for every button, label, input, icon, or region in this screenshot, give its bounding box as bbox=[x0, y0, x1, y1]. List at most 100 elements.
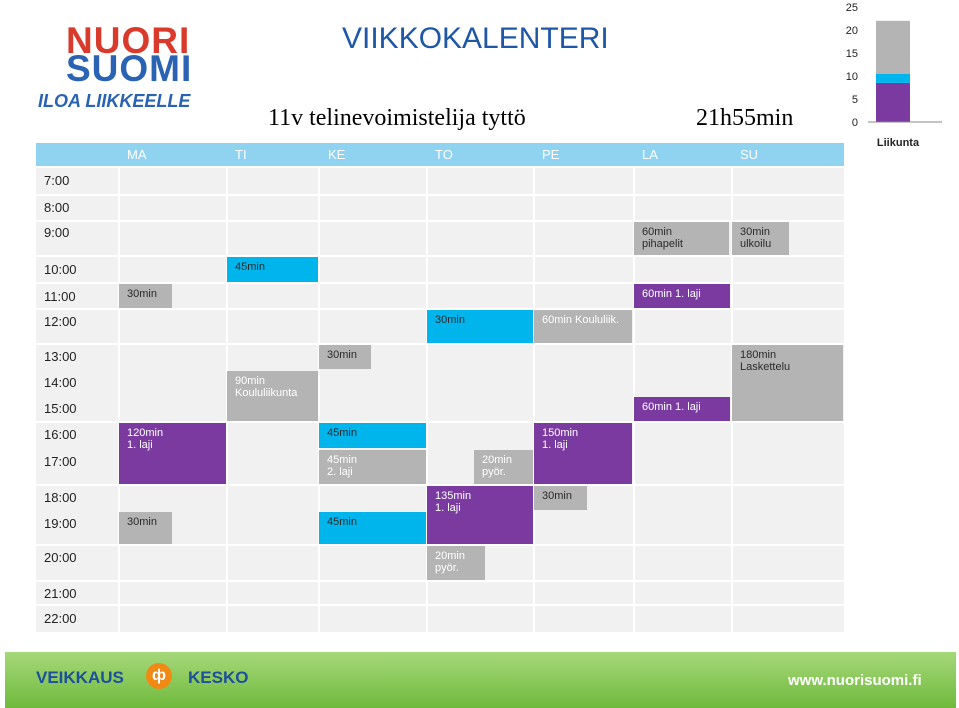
time-label: 22:00 bbox=[44, 611, 77, 626]
sponsor-veikkaus-logo: VEIKKAUS bbox=[36, 668, 124, 687]
time-label: 13:00 bbox=[44, 349, 77, 364]
event-block[interactable]: 60min Koululiik. bbox=[534, 310, 632, 343]
day-la: LA bbox=[642, 147, 658, 162]
chart-tick-label: 5 bbox=[852, 94, 858, 106]
event-duration: 45min bbox=[327, 427, 357, 439]
event-block[interactable]: 20min pyör. bbox=[427, 546, 485, 580]
event-block[interactable]: 90min Koululiikunta bbox=[227, 371, 318, 421]
event-activity: pyör. bbox=[482, 466, 506, 478]
event-activity: pyör. bbox=[435, 562, 459, 574]
event-block[interactable]: 60min pihapelit bbox=[634, 222, 729, 255]
event-duration: 180min bbox=[740, 349, 777, 361]
day-pe: PE bbox=[542, 147, 560, 162]
event-block[interactable]: 20min pyör. bbox=[474, 450, 533, 484]
event-block[interactable]: 45min 2. laji bbox=[319, 450, 426, 484]
event-duration: 60min 1. laji bbox=[642, 288, 701, 300]
day-ma: MA bbox=[127, 147, 147, 162]
logo-nuori-text: NUORI bbox=[66, 20, 191, 61]
event-duration: 30min bbox=[127, 516, 157, 528]
chart-tick-label: 0 bbox=[852, 117, 858, 129]
event-duration: 60min 1. laji bbox=[642, 401, 701, 413]
chart-bar-segment bbox=[876, 20, 910, 74]
time-label: 18:00 bbox=[44, 490, 77, 505]
event-duration: 30min bbox=[127, 288, 157, 300]
event-duration: 60min Koululiik. bbox=[542, 314, 620, 326]
time-label: 15:00 bbox=[44, 401, 77, 416]
row-bg bbox=[36, 196, 844, 220]
time-label: 10:00 bbox=[44, 262, 77, 277]
event-block[interactable]: 45min bbox=[227, 257, 318, 282]
event-block[interactable]: 30min bbox=[319, 345, 371, 369]
day-ti: TI bbox=[235, 147, 247, 162]
event-duration: 60min bbox=[642, 226, 672, 238]
time-label: 9:00 bbox=[44, 225, 70, 240]
event-activity: 1. laji bbox=[435, 502, 461, 514]
event-block[interactable]: 135min 1. laji bbox=[427, 486, 533, 544]
row-bg bbox=[36, 168, 844, 194]
event-activity: ulkoilu bbox=[740, 238, 772, 250]
event-block[interactable]: 30min bbox=[534, 486, 587, 510]
total-time: 21h55min bbox=[696, 105, 794, 131]
chart-bar-segment bbox=[876, 82, 910, 122]
event-block[interactable]: 30min bbox=[119, 512, 172, 544]
event-duration: 20min bbox=[435, 550, 465, 562]
event-block[interactable]: 60min 1. laji bbox=[634, 397, 730, 421]
event-duration: 45min bbox=[327, 516, 357, 528]
event-activity: 2. laji bbox=[327, 466, 353, 478]
logo-suomi-text: SUOMI bbox=[66, 48, 193, 89]
event-activity: pihapelit bbox=[642, 238, 683, 250]
event-duration: 45min bbox=[327, 454, 357, 466]
event-block[interactable]: 180min Laskettelu bbox=[732, 345, 843, 421]
event-duration: 120min bbox=[127, 427, 164, 439]
time-label: 8:00 bbox=[44, 200, 70, 215]
event-block[interactable]: 120min 1. laji bbox=[119, 423, 226, 484]
day-header: MA TI KE TO PE LA SU bbox=[36, 143, 844, 166]
page-subtitle: 11v telinevoimistelija tyttö bbox=[268, 105, 526, 131]
event-duration: 135min bbox=[435, 490, 472, 502]
event-block[interactable]: 30min bbox=[427, 310, 533, 343]
footer-url-link[interactable]: www.nuorisuomi.fi bbox=[788, 672, 922, 689]
row-bg bbox=[36, 582, 844, 604]
event-duration: 30min bbox=[435, 314, 465, 326]
chart-tick-label: 10 bbox=[846, 71, 858, 83]
event-activity: Laskettelu bbox=[740, 361, 791, 373]
time-label: 16:00 bbox=[44, 427, 77, 442]
event-duration: 30min bbox=[542, 490, 572, 502]
event-duration: 45min bbox=[235, 261, 265, 273]
time-label: 20:00 bbox=[44, 550, 77, 565]
day-ke: KE bbox=[328, 147, 346, 162]
event-block[interactable]: 150min 1. laji bbox=[534, 423, 632, 484]
event-block[interactable]: 30min bbox=[119, 284, 172, 308]
event-duration: 30min bbox=[327, 349, 357, 361]
row-bg bbox=[36, 257, 844, 282]
day-to: TO bbox=[435, 147, 453, 162]
page-title: VIIKKOKALENTERI bbox=[342, 22, 609, 55]
day-su: SU bbox=[740, 147, 759, 162]
column-divider bbox=[118, 168, 120, 633]
time-label: 7:00 bbox=[44, 173, 70, 188]
event-duration: 90min bbox=[235, 375, 265, 387]
event-block[interactable]: 30min ulkoilu bbox=[732, 222, 789, 255]
event-activity: Koululiikunta bbox=[235, 387, 298, 399]
chart-tick-label: 15 bbox=[846, 48, 858, 60]
event-activity: 1. laji bbox=[127, 439, 153, 451]
chart-bar-segment bbox=[876, 73, 910, 83]
column-divider bbox=[318, 168, 320, 633]
event-activity: 1. laji bbox=[542, 439, 568, 451]
column-divider bbox=[426, 168, 428, 633]
chart-category-label: Liikunta bbox=[877, 137, 920, 149]
event-block[interactable]: 60min 1. laji bbox=[634, 284, 730, 308]
chart-tick-label: 25 bbox=[846, 2, 858, 14]
event-block[interactable]: 45min bbox=[319, 423, 426, 448]
time-label: 17:00 bbox=[44, 454, 77, 469]
event-duration: 20min bbox=[482, 454, 512, 466]
time-label: 12:00 bbox=[44, 314, 77, 329]
summary-chart: 0 5 10 15 20 25 Liikunta bbox=[846, 2, 942, 149]
event-block[interactable]: 45min bbox=[319, 512, 426, 544]
kesko-emblem-icon: ф bbox=[146, 663, 172, 689]
time-label: 11:00 bbox=[44, 289, 76, 304]
time-label: 21:00 bbox=[44, 586, 77, 601]
column-divider bbox=[533, 168, 535, 633]
row-bg bbox=[36, 606, 844, 632]
sponsor-kesko-logo: KESKO bbox=[188, 668, 249, 687]
